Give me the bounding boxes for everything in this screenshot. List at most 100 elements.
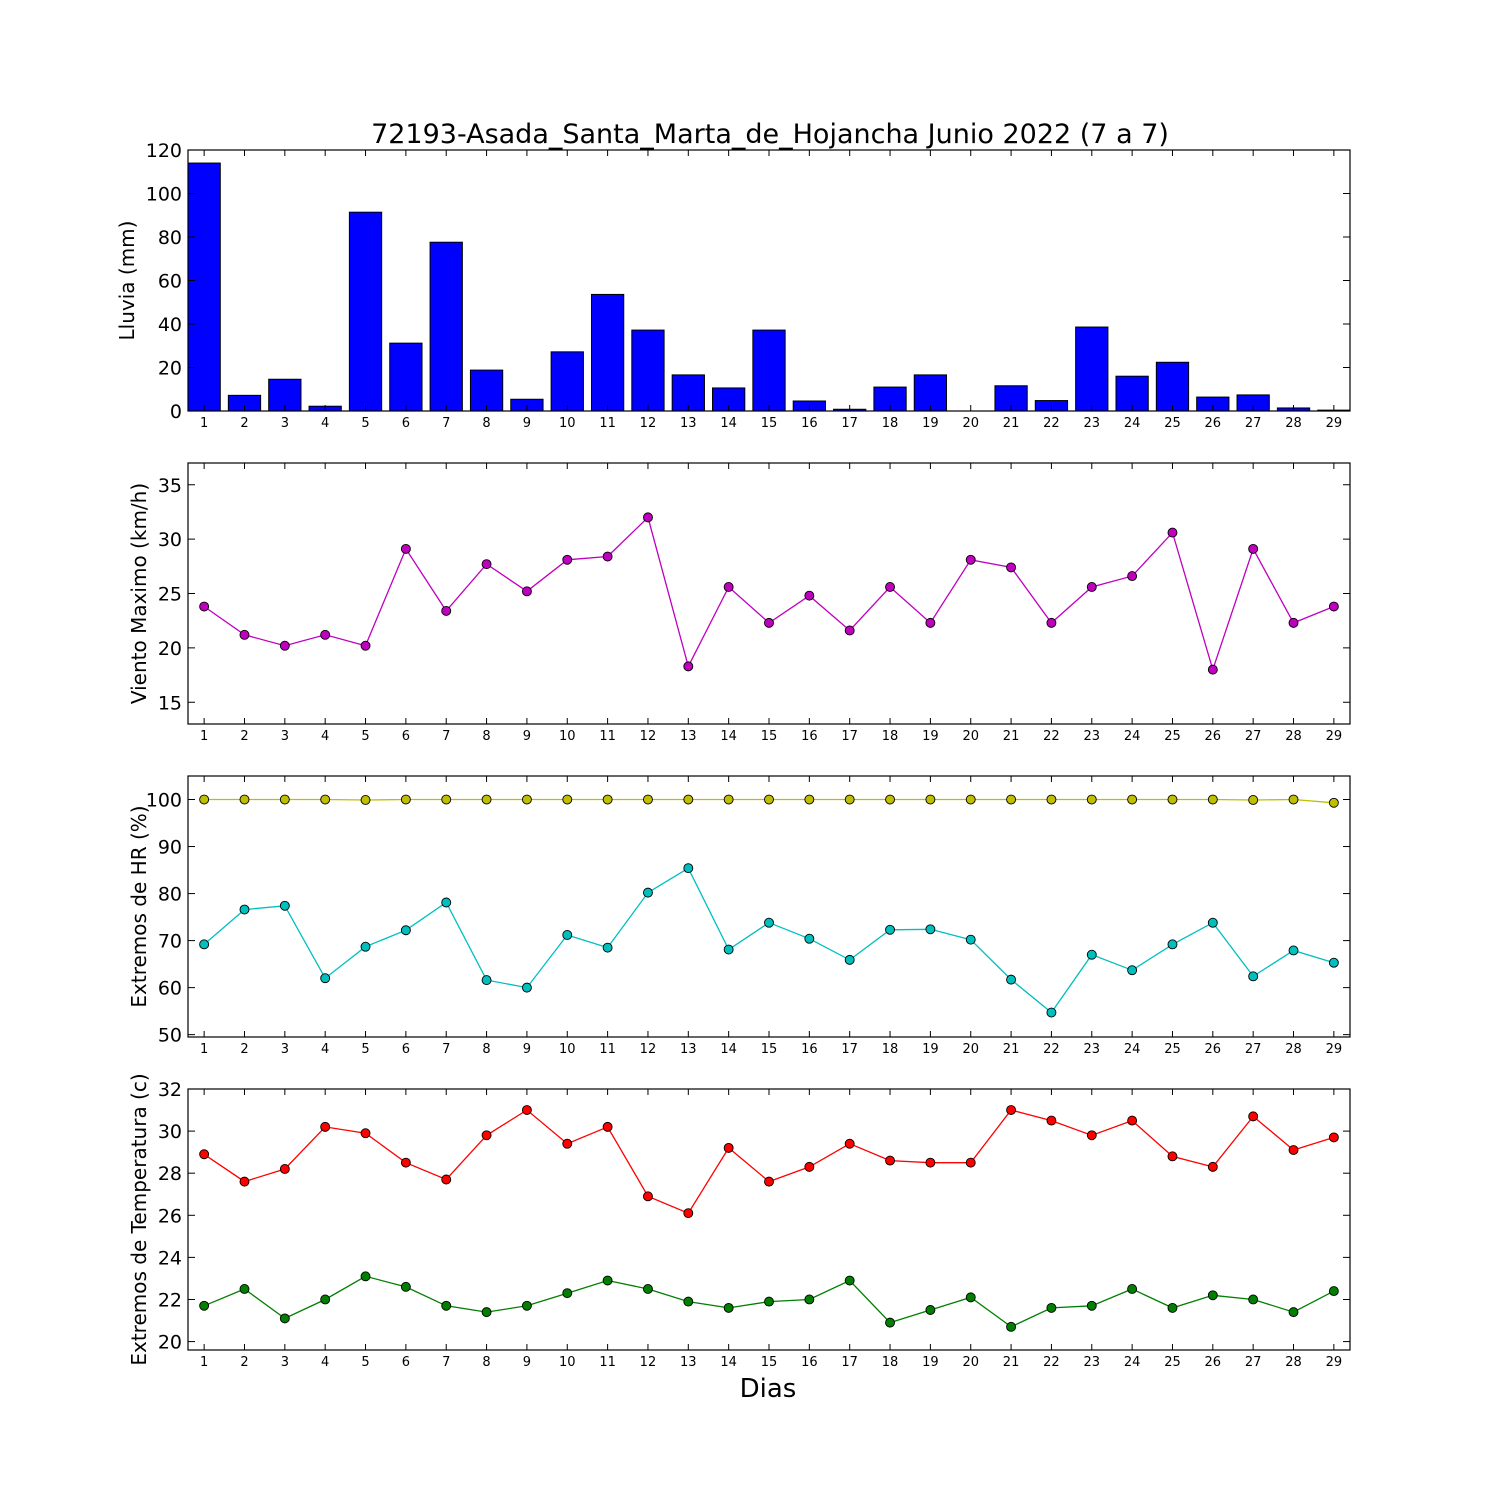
x-tick-label: 21 (1003, 1355, 1020, 1370)
point-series-0-day-20 (965, 794, 976, 805)
point-series-0-day-11 (602, 794, 613, 805)
x-tick-label: 9 (523, 1355, 531, 1370)
x-tick-label: 16 (801, 729, 818, 744)
y-tick-label: 20 (158, 358, 182, 380)
point-series-0-day-1 (199, 794, 210, 805)
point-series-0-day-23 (1086, 582, 1097, 592)
point-series-0-day-2 (239, 629, 250, 640)
point-series-1-day-7 (441, 1300, 452, 1311)
point-series-1-day-13 (683, 1296, 694, 1307)
point-series-0-day-7 (441, 605, 452, 616)
point-series-0-day-21 (1006, 1105, 1017, 1115)
x-tick-label: 15 (761, 729, 778, 744)
plot-frame (187, 775, 1351, 1038)
x-tick-label: 11 (599, 416, 616, 431)
x-tick-label: 28 (1285, 729, 1302, 744)
point-series-0-day-5 (360, 795, 371, 805)
y-tick-label: 28 (158, 1163, 182, 1185)
x-tick-label: 16 (801, 1355, 818, 1370)
y-tick-label: 60 (158, 271, 182, 293)
point-series-1-day-12 (643, 1284, 653, 1294)
point-series-1-day-17 (844, 954, 855, 965)
x-tick-label: 10 (559, 729, 576, 744)
y-tick-label: 15 (158, 692, 182, 714)
x-tick-label: 17 (841, 416, 858, 431)
point-series-0-day-6 (400, 1157, 411, 1168)
x-tick-label: 9 (523, 729, 531, 744)
y-tick-label: 100 (146, 184, 182, 206)
x-tick-label: 28 (1285, 1355, 1302, 1370)
series-line-0 (203, 1109, 1335, 1215)
x-tick-label: 5 (361, 1042, 369, 1057)
x-tick-label: 24 (1124, 729, 1141, 744)
x-tick-label: 8 (482, 1355, 490, 1370)
y-tick-label: 0 (170, 401, 182, 423)
point-series-0-day-14 (723, 794, 734, 805)
point-series-1-day-15 (764, 917, 774, 928)
x-tick-label: 27 (1245, 729, 1262, 744)
point-series-0-day-25 (1167, 1151, 1178, 1162)
point-series-0-day-9 (521, 794, 532, 805)
x-tick-label: 11 (599, 1042, 616, 1057)
x-tick-label: 2 (240, 1042, 248, 1057)
x-tick-label: 14 (720, 1042, 737, 1057)
point-series-1-day-28 (1288, 1307, 1299, 1318)
point-series-0-day-2 (239, 1176, 250, 1187)
point-series-0-day-4 (320, 1121, 331, 1132)
x-tick-label: 3 (281, 416, 289, 431)
bar-day-1 (187, 162, 221, 412)
x-tick-label: 23 (1084, 729, 1101, 744)
point-series-0-day-17 (844, 625, 855, 636)
x-tick-label: 2 (240, 416, 248, 431)
x-tick-label: 1 (200, 1355, 208, 1370)
point-series-1-day-20 (965, 1292, 976, 1303)
x-tick-label: 12 (640, 1355, 657, 1370)
point-series-0-day-15 (764, 617, 774, 628)
point-series-0-day-10 (562, 1138, 573, 1149)
x-tick-label: 24 (1124, 1042, 1141, 1057)
point-series-1-day-25 (1167, 1302, 1178, 1313)
point-series-0-day-11 (602, 1121, 613, 1132)
x-tick-label: 14 (720, 416, 737, 431)
x-tick-label: 4 (321, 1042, 329, 1057)
point-series-0-day-13 (683, 794, 694, 805)
x-tick-label: 26 (1205, 1042, 1222, 1057)
x-tick-label: 13 (680, 1042, 697, 1057)
point-series-0-day-18 (885, 1155, 895, 1166)
x-tick-label: 16 (801, 1042, 818, 1057)
y-tick-label: 90 (158, 837, 182, 859)
y-tick-label: 26 (158, 1205, 182, 1227)
x-tick-label: 1 (200, 416, 208, 431)
bar-day-12 (631, 329, 665, 412)
point-series-1-day-6 (400, 925, 411, 936)
x-tick-label: 19 (922, 1042, 939, 1057)
x-tick-label: 7 (442, 1042, 450, 1057)
x-tick-label: 18 (882, 1042, 899, 1057)
point-series-1-day-23 (1086, 1300, 1097, 1311)
x-tick-label: 20 (962, 1042, 979, 1057)
x-tick-label: 22 (1043, 1042, 1060, 1057)
x-tick-label: 18 (882, 729, 899, 744)
point-series-1-day-12 (643, 887, 653, 898)
point-series-0-day-24 (1127, 794, 1138, 805)
y-tick-label: 80 (158, 884, 182, 906)
x-tick-label: 17 (841, 729, 858, 744)
x-tick-label: 20 (962, 729, 979, 744)
point-series-1-day-23 (1086, 949, 1097, 960)
bar-day-19 (913, 374, 948, 412)
point-series-0-day-16 (804, 794, 815, 805)
x-tick-label: 9 (523, 1042, 531, 1057)
series-line-0 (203, 516, 1335, 672)
x-tick-label: 27 (1245, 1355, 1262, 1370)
point-series-0-day-5 (360, 640, 371, 651)
x-tick-label: 26 (1205, 729, 1222, 744)
x-tick-label: 12 (640, 729, 657, 744)
y-axis-label: Lluvia (mm) (115, 221, 139, 341)
bar-day-10 (550, 351, 584, 412)
point-series-0-day-10 (562, 554, 573, 565)
x-tick-label: 10 (559, 416, 576, 431)
